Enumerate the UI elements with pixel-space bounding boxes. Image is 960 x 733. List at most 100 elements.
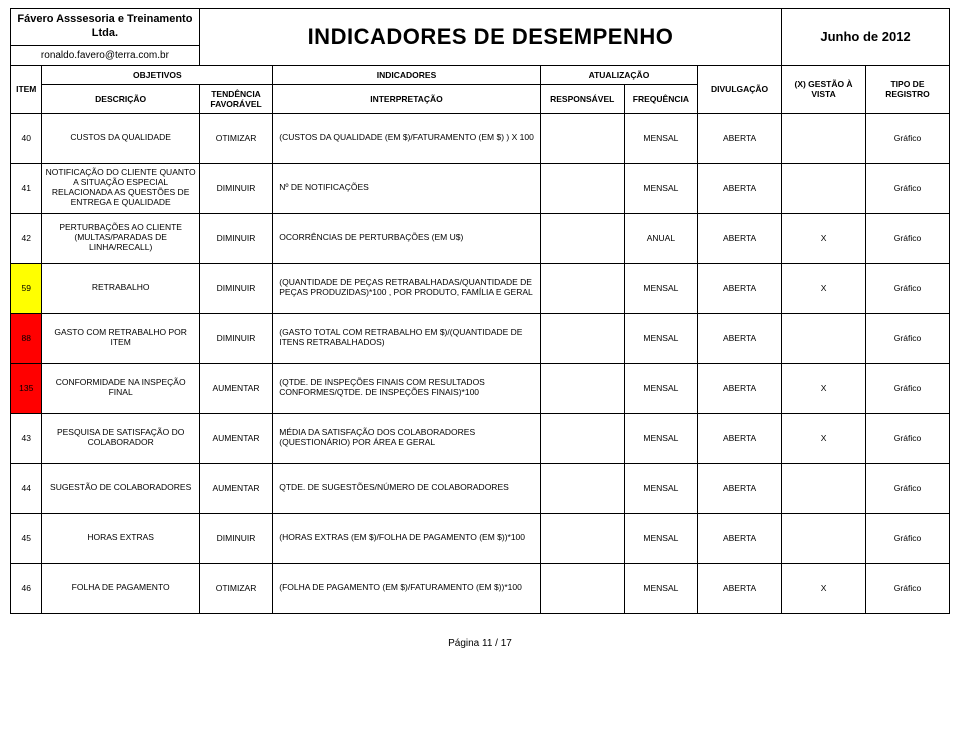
cell-interp: MÉDIA DA SATISFAÇÃO DOS COLABORADORES (Q… (273, 413, 541, 463)
report-period: Junho de 2012 (782, 9, 950, 66)
cell-item: 45 (11, 513, 42, 563)
cell-tend: DIMINUIR (199, 513, 272, 563)
cell-tipo: Gráfico (866, 113, 950, 163)
cell-freq: MENSAL (624, 163, 697, 213)
table-row: 46FOLHA DE PAGAMENTOOTIMIZAR(FOLHA DE PA… (11, 563, 950, 613)
cell-tend: AUMENTAR (199, 413, 272, 463)
table-body: 40CUSTOS DA QUALIDADE OTIMIZAR (CUSTOS DA … (11, 113, 950, 613)
cell-desc: PERTURBAÇÕES AO CLIENTE (MULTAS/PARADAS … (42, 213, 199, 263)
cell-tipo: Gráfico (866, 563, 950, 613)
table-row: 135CONFORMIDADE NA INSPEÇÃO FINALAUMENTA… (11, 363, 950, 413)
table-row: 41NOTIFICAÇÃO DO CLIENTE QUANTO A SITUAÇ… (11, 163, 950, 213)
col-frequencia: FREQUÊNCIA (624, 84, 697, 113)
cell-interp: (FOLHA DE PAGAMENTO (EM $)/FATURAMENTO (… (273, 563, 541, 613)
table-header: Fávero Asssesoria e Treinamento Ltda. IN… (11, 9, 950, 114)
cell-freq: MENSAL (624, 463, 697, 513)
cell-item: 59 (11, 263, 42, 313)
cell-freq: MENSAL (624, 413, 697, 463)
col-descricao: DESCRIÇÃO (42, 84, 199, 113)
page-footer: Página 11 / 17 (10, 638, 950, 649)
cell-freq: MENSAL (624, 113, 697, 163)
cell-tipo: Gráfico (866, 313, 950, 363)
col-atualizacao: ATUALIZAÇÃO (540, 65, 697, 84)
cell-tipo: Gráfico (866, 163, 950, 213)
cell-freq: MENSAL (624, 563, 697, 613)
cell-interp: Nº DE NOTIFICAÇÕES (273, 163, 541, 213)
cell-resp (540, 213, 624, 263)
cell-freq: ANUAL (624, 213, 697, 263)
col-objetivos: OBJETIVOS (42, 65, 273, 84)
cell-resp (540, 313, 624, 363)
cell-tend: AUMENTAR (199, 363, 272, 413)
col-tipo: TIPO DE REGISTRO (866, 65, 950, 113)
cell-vista: X (782, 263, 866, 313)
cell-desc: NOTIFICAÇÃO DO CLIENTE QUANTO A SITUAÇÃO… (42, 163, 199, 213)
cell-resp (540, 363, 624, 413)
table-row: 43PESQUISA DE SATISFAÇÃO DO COLABORADORA… (11, 413, 950, 463)
cell-vista (782, 463, 866, 513)
col-vista: (X) GESTÃO À VISTA (782, 65, 866, 113)
cell-freq: MENSAL (624, 363, 697, 413)
cell-desc: FOLHA DE PAGAMENTO (42, 563, 199, 613)
cell-tipo: Gráfico (866, 463, 950, 513)
cell-freq: MENSAL (624, 513, 697, 563)
cell-div: ABERTA (698, 463, 782, 513)
cell-interp: (HORAS EXTRAS (EM $)/FOLHA DE PAGAMENTO … (273, 513, 541, 563)
table-row: 40CUSTOS DA QUALIDADEOTIMIZAR(CUSTOS DA … (11, 113, 950, 163)
cell-item: 40 (11, 113, 42, 163)
cell-tend: DIMINUIR (199, 213, 272, 263)
company-name: Fávero Asssesoria e Treinamento Ltda. (14, 13, 196, 41)
cell-interp: (QTDE. DE INSPEÇÕES FINAIS COM RESULTADO… (273, 363, 541, 413)
col-tendencia: TENDÊNCIA FAVORÁVEL (199, 84, 272, 113)
cell-desc: CONFORMIDADE NA INSPEÇÃO FINAL (42, 363, 199, 413)
table-row: 88GASTO COM RETRABALHO POR ITEMDIMINUIR(… (11, 313, 950, 363)
indicators-table: Fávero Asssesoria e Treinamento Ltda. IN… (10, 8, 950, 614)
cell-div: ABERTA (698, 363, 782, 413)
cell-div: ABERTA (698, 563, 782, 613)
cell-tend: AUMENTAR (199, 463, 272, 513)
cell-item: 43 (11, 413, 42, 463)
cell-resp (540, 113, 624, 163)
cell-item: 46 (11, 563, 42, 613)
col-divulgacao: DIVULGAÇÃO (698, 65, 782, 113)
cell-desc: PESQUISA DE SATISFAÇÃO DO COLABORADOR (42, 413, 199, 463)
cell-tend: OTIMIZAR (199, 563, 272, 613)
cell-div: ABERTA (698, 513, 782, 563)
cell-div: ABERTA (698, 413, 782, 463)
cell-interp: QTDE. DE SUGESTÕES/NÚMERO DE COLABORADOR… (273, 463, 541, 513)
cell-desc: CUSTOS DA QUALIDADE (42, 113, 199, 163)
cell-interp: OCORRÊNCIAS DE PERTURBAÇÕES (EM U$) (273, 213, 541, 263)
cell-resp (540, 163, 624, 213)
cell-item: 42 (11, 213, 42, 263)
cell-div: ABERTA (698, 263, 782, 313)
cell-item: 41 (11, 163, 42, 213)
cell-div: ABERTA (698, 113, 782, 163)
col-item: ITEM (11, 65, 42, 113)
cell-interp: (CUSTOS DA QUALIDADE (EM $)/FATURAMENTO … (273, 113, 541, 163)
cell-div: ABERTA (698, 313, 782, 363)
table-row: 45HORAS EXTRASDIMINUIR(HORAS EXTRAS (EM … (11, 513, 950, 563)
cell-vista: X (782, 413, 866, 463)
cell-vista: X (782, 563, 866, 613)
cell-desc: RETRABALHO (42, 263, 199, 313)
cell-vista (782, 113, 866, 163)
cell-resp (540, 563, 624, 613)
cell-vista: X (782, 363, 866, 413)
cell-freq: MENSAL (624, 313, 697, 363)
cell-resp (540, 513, 624, 563)
cell-vista: X (782, 213, 866, 263)
cell-div: ABERTA (698, 213, 782, 263)
cell-desc: SUGESTÃO DE COLABORADORES (42, 463, 199, 513)
cell-tipo: Gráfico (866, 363, 950, 413)
cell-item: 88 (11, 313, 42, 363)
cell-desc: HORAS EXTRAS (42, 513, 199, 563)
cell-vista (782, 513, 866, 563)
cell-tend: DIMINUIR (199, 313, 272, 363)
table-row: 59RETRABALHODIMINUIR(QUANTIDADE DE PEÇAS… (11, 263, 950, 313)
table-row: 42PERTURBAÇÕES AO CLIENTE (MULTAS/PARADA… (11, 213, 950, 263)
cell-div: ABERTA (698, 163, 782, 213)
col-interpretacao: INTERPRETAÇÃO (273, 84, 541, 113)
cell-tipo: Gráfico (866, 213, 950, 263)
col-responsavel: RESPONSÁVEL (540, 84, 624, 113)
cell-interp: (GASTO TOTAL COM RETRABALHO EM $)/(QUANT… (273, 313, 541, 363)
